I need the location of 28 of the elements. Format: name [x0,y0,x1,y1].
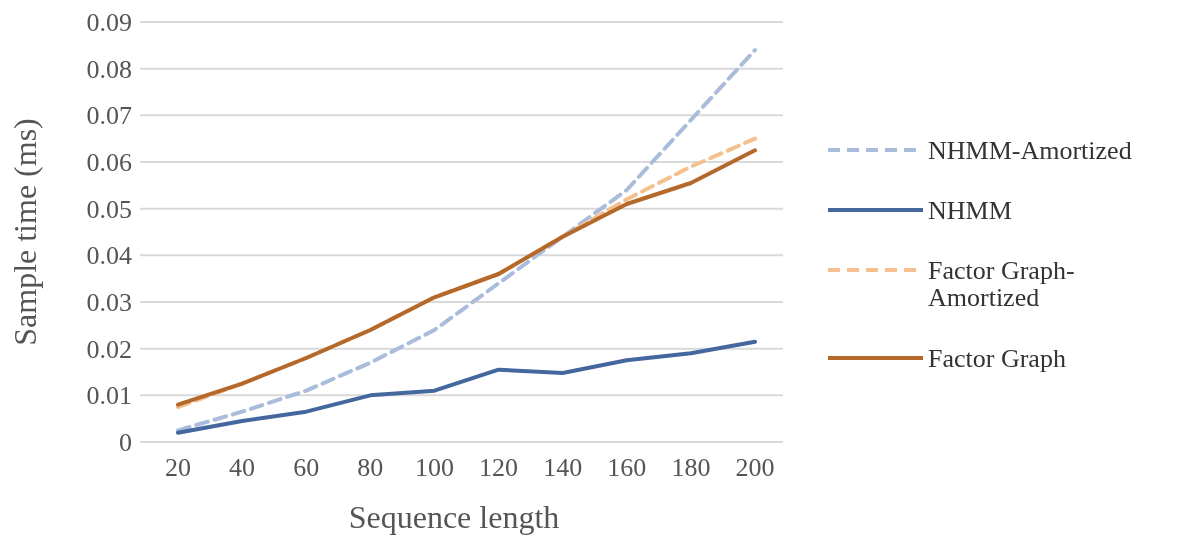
y-axis-title: Sample time (ms) [7,118,43,346]
y-tick-label: 0.06 [86,148,132,178]
x-tick-label: 160 [607,453,647,482]
x-tick-label: 180 [671,453,711,482]
x-tick-label: 140 [543,453,583,482]
x-tick-label: 200 [735,453,775,482]
x-tick-label: 60 [293,453,320,482]
x-tick-label: 100 [414,453,454,482]
legend-label: NHMM-Amortized [928,136,1132,166]
y-tick-label: 0.03 [86,288,132,318]
y-tick-label: 0.04 [86,241,132,271]
y-tick-label: 0.05 [86,194,132,224]
x-axis-title: Sequence length [348,499,560,535]
x-tick-label: 80 [357,453,384,482]
line-series [176,48,757,433]
legend-label: NHMM [928,196,1012,226]
legend-label: Factor Graph [928,344,1066,374]
x-tick-label: 20 [165,453,191,482]
line-series [176,339,757,435]
y-tick-label: 0.02 [86,334,132,364]
y-tick-label: 0.07 [86,101,132,131]
y-tick-label: 0.01 [86,381,132,411]
x-tick-label: 40 [229,453,256,482]
x-tick-label: 120 [479,453,519,482]
y-tick-label: 0.08 [86,54,132,84]
legend-label: Factor Graph- Amortized [928,256,1075,313]
y-tick-label: 0 [119,428,132,458]
y-tick-label: 0.09 [86,8,132,38]
